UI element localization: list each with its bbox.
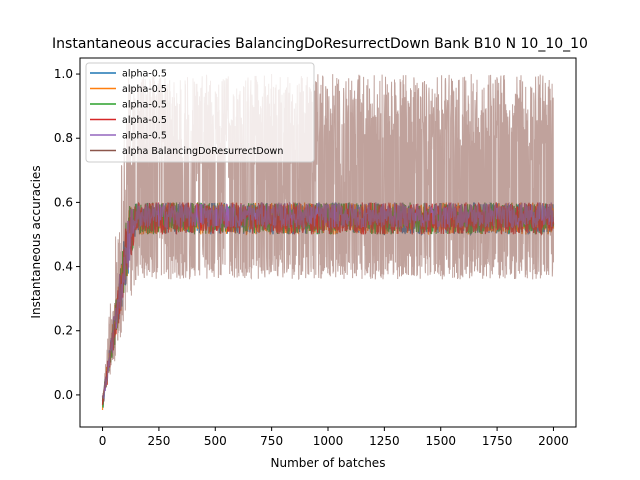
x-tick-label: 750: [260, 434, 283, 448]
chart-title: Instantaneous accuracies BalancingDoResu…: [52, 36, 588, 52]
x-tick-label: 1500: [425, 434, 456, 448]
x-axis: 0 250 500 750 1000 1250 1500 1750 2000: [99, 427, 569, 448]
legend-box: [85, 62, 315, 163]
legend-label: alpha-0.5: [122, 84, 167, 95]
legend-label: alpha BalancingDoResurrectDown: [122, 146, 283, 157]
legend-label: alpha-0.5: [122, 115, 167, 126]
legend-label: alpha-0.5: [122, 131, 167, 142]
y-tick-label: 1.0: [54, 67, 73, 81]
y-axis-label: Instantaneous accuracies: [29, 165, 43, 318]
series-line-5: [102, 73, 554, 405]
y-tick-label: 0.6: [54, 195, 73, 209]
x-axis-label: Number of batches: [271, 456, 386, 470]
legend-label: alpha-0.5: [122, 100, 167, 111]
x-tick-label: 1250: [369, 434, 400, 448]
legend: alpha-0.5 alpha-0.5 alpha-0.5 alpha-0.5 alph…: [85, 62, 315, 163]
y-tick-label: 0.4: [54, 260, 73, 274]
x-tick-label: 0: [99, 434, 107, 448]
y-tick-label: 0.0: [54, 388, 73, 402]
legend-label: alpha-0.5: [122, 69, 167, 80]
x-tick-label: 500: [204, 434, 227, 448]
x-tick-label: 1750: [482, 434, 513, 448]
y-tick-label: 0.8: [54, 131, 73, 145]
plot-area: [101, 73, 555, 411]
x-tick-label: 1000: [313, 434, 344, 448]
y-axis: 0.0 0.2 0.4 0.6 0.8 1.0: [54, 67, 80, 402]
x-tick-label: 250: [147, 434, 170, 448]
x-tick-label: 2000: [538, 434, 569, 448]
y-tick-label: 0.2: [54, 324, 73, 338]
